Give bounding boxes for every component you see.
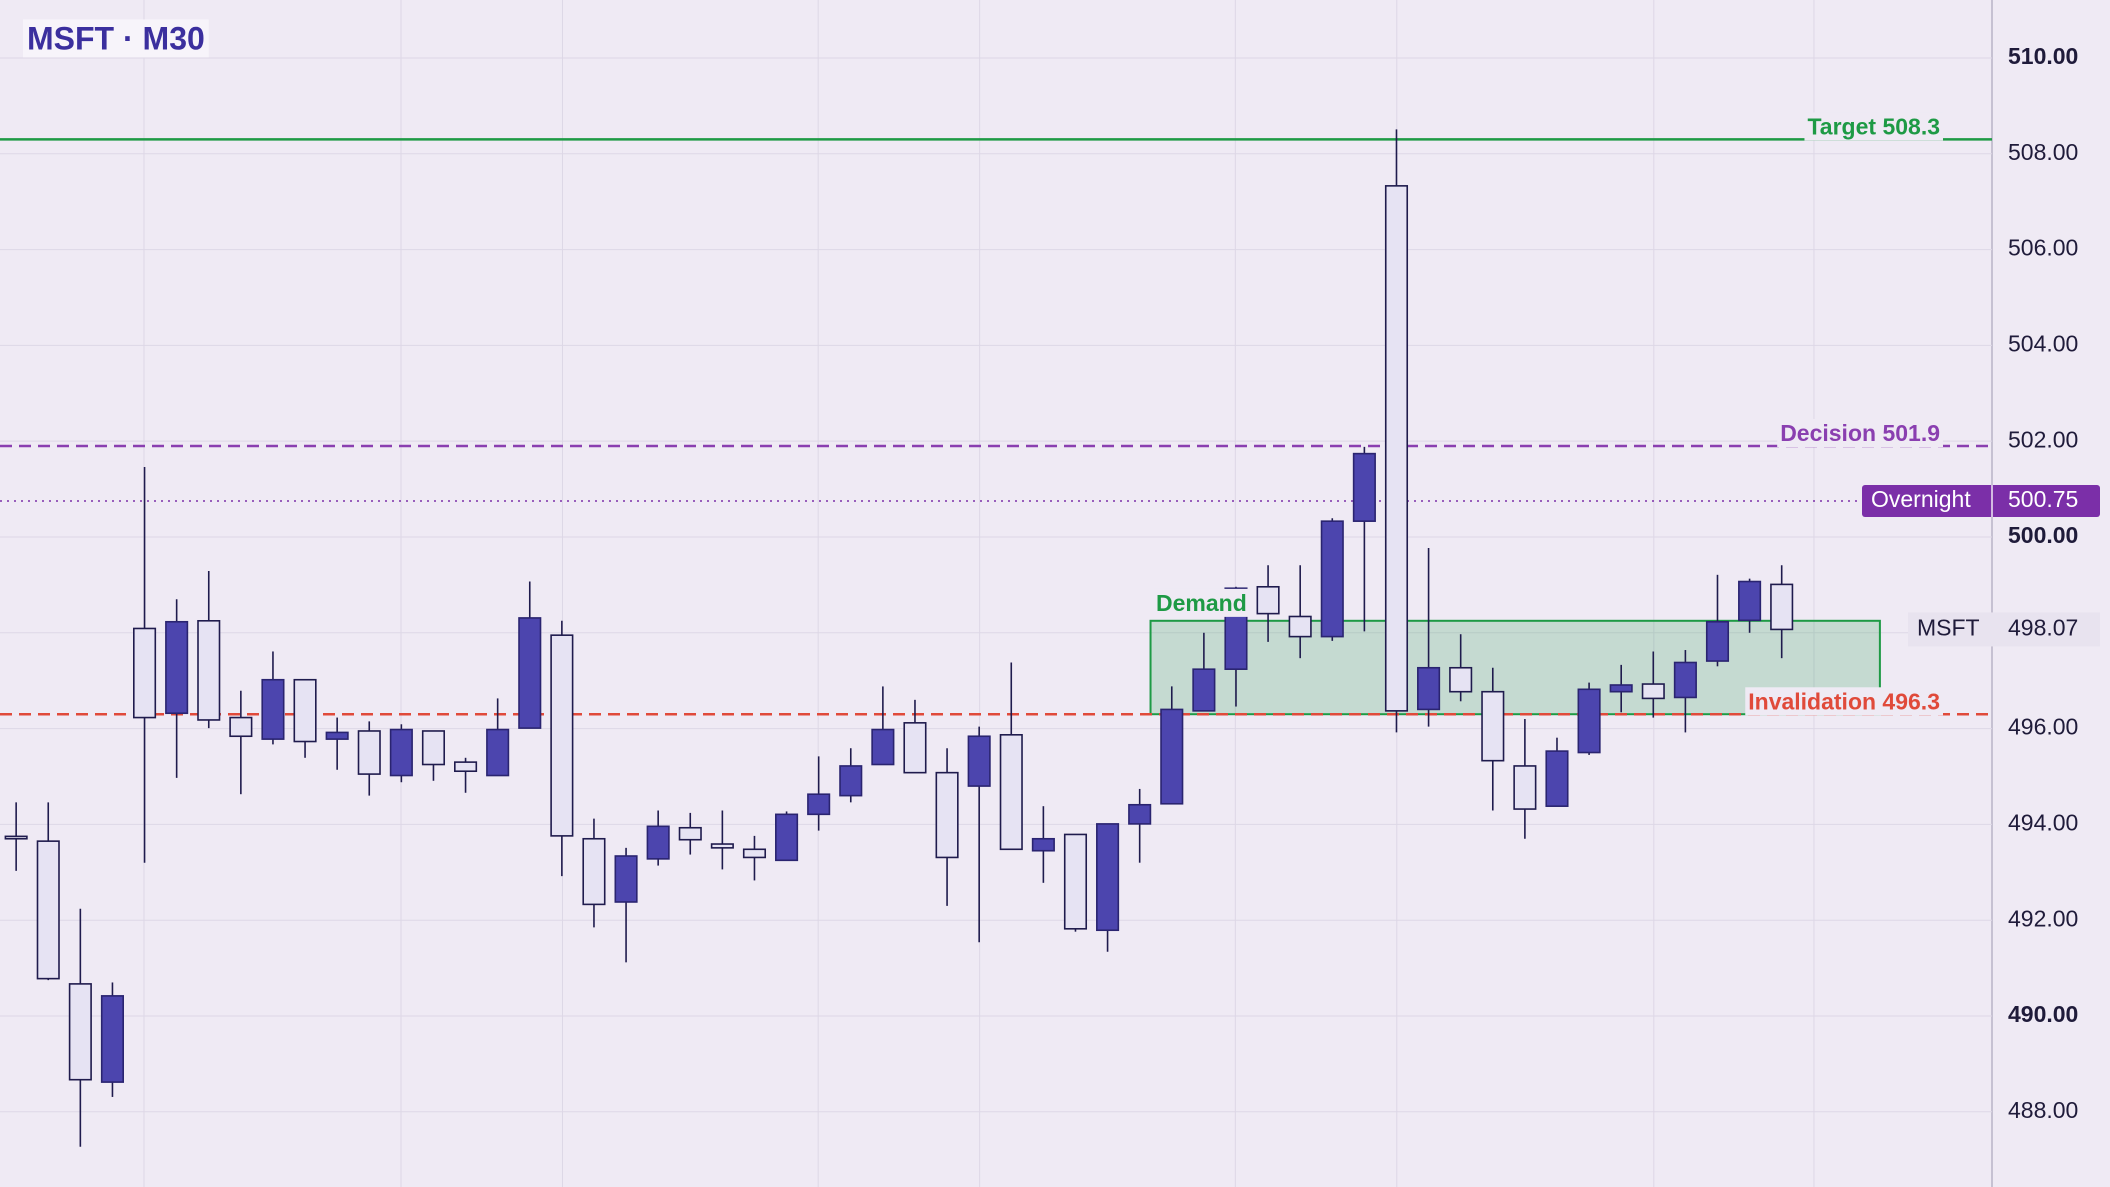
- y-tick-label: 508.00: [2008, 139, 2078, 165]
- overnight-label: Overnight: [1871, 486, 1971, 512]
- candle-body: [357, 730, 381, 775]
- candle-body: [1063, 833, 1088, 930]
- y-tick-label: 494.00: [2008, 809, 2078, 835]
- y-tick-label: 496.00: [2008, 714, 2078, 740]
- level-label: Invalidation 496.3: [1748, 688, 1940, 714]
- candle-body: [967, 735, 991, 787]
- y-tick-label: 506.00: [2008, 235, 2078, 261]
- candle-body: [4, 835, 28, 840]
- level-label: Target 508.3: [1807, 113, 1940, 139]
- candle-body: [903, 722, 927, 774]
- candle-body: [518, 617, 542, 729]
- label-background: [23, 19, 209, 58]
- y-tick-label: 492.00: [2008, 905, 2078, 931]
- candle-body: [197, 620, 221, 721]
- candle-body: [550, 634, 574, 837]
- candle-body: [678, 826, 702, 841]
- overnight-badge: [1862, 485, 2100, 518]
- candle-body: [1031, 837, 1055, 852]
- candle-body: [1705, 620, 1730, 662]
- candle-body: [389, 728, 413, 777]
- last-price-badge: [1908, 612, 2100, 647]
- y-tick-label: 488.00: [2008, 1097, 2078, 1123]
- candle-body: [807, 793, 831, 816]
- candle-body: [486, 728, 510, 777]
- last-price-label: MSFT: [1917, 615, 1980, 641]
- candle-body: [293, 678, 317, 743]
- y-tick-label: 500.00: [2008, 522, 2078, 548]
- candle-body: [36, 840, 60, 980]
- candle-body: [935, 771, 959, 859]
- candle-body: [1096, 823, 1120, 932]
- candle-body: [165, 620, 189, 715]
- candle-body: [1256, 585, 1280, 615]
- candle-body: [1352, 452, 1376, 522]
- candle-body: [1481, 690, 1505, 762]
- candle-body: [646, 825, 670, 860]
- y-tick-label: 510.00: [2008, 43, 2078, 69]
- candle-body: [1384, 185, 1409, 712]
- candle-body: [454, 761, 478, 773]
- candle-body: [1320, 520, 1344, 638]
- candle-body: [871, 728, 895, 766]
- candle-body: [1609, 684, 1633, 693]
- y-tick-label: 490.00: [2008, 1001, 2078, 1027]
- candle-body: [710, 843, 734, 849]
- candle-body: [1770, 583, 1794, 631]
- y-tick-label: 502.00: [2008, 426, 2078, 452]
- candle-body: [1673, 661, 1697, 699]
- candle-body: [100, 995, 125, 1083]
- label-background: [1745, 687, 1943, 716]
- label-background: [1154, 588, 1249, 617]
- level-label: Decision 501.9: [1780, 420, 1940, 446]
- candle-body: [775, 813, 799, 862]
- candle-body: [1449, 666, 1473, 693]
- candle-body: [325, 731, 349, 740]
- candle-body: [421, 730, 446, 766]
- label-background: [1804, 112, 1943, 141]
- candle-body: [261, 678, 285, 740]
- candle-body: [1513, 765, 1537, 810]
- candle-body: [1738, 580, 1762, 622]
- overnight-value: 500.75: [2008, 486, 2078, 512]
- demand-zone: [1149, 619, 1881, 716]
- candle-body: [1288, 615, 1312, 638]
- candle-body: [1417, 666, 1441, 711]
- candle-body: [742, 848, 767, 859]
- candle-body: [839, 765, 863, 797]
- candle-body: [229, 716, 253, 738]
- y-tick-label: 504.00: [2008, 330, 2078, 356]
- candle-body: [1128, 803, 1152, 825]
- candle-body: [1545, 750, 1569, 807]
- candle-body: [999, 734, 1023, 851]
- candle-body: [582, 837, 606, 906]
- candle-body: [68, 983, 92, 1081]
- label-background: [1777, 419, 1943, 448]
- candle-body: [133, 627, 157, 719]
- candle-body: [1577, 688, 1601, 754]
- candle-body: [1160, 708, 1184, 805]
- candle-body: [614, 855, 638, 903]
- chart-title: MSFT · M30: [27, 20, 205, 56]
- zone-label: Demand: [1156, 590, 1247, 616]
- candle-body: [1641, 683, 1665, 700]
- last-price-value: 498.07: [2008, 615, 2078, 641]
- candle-body: [1192, 668, 1216, 712]
